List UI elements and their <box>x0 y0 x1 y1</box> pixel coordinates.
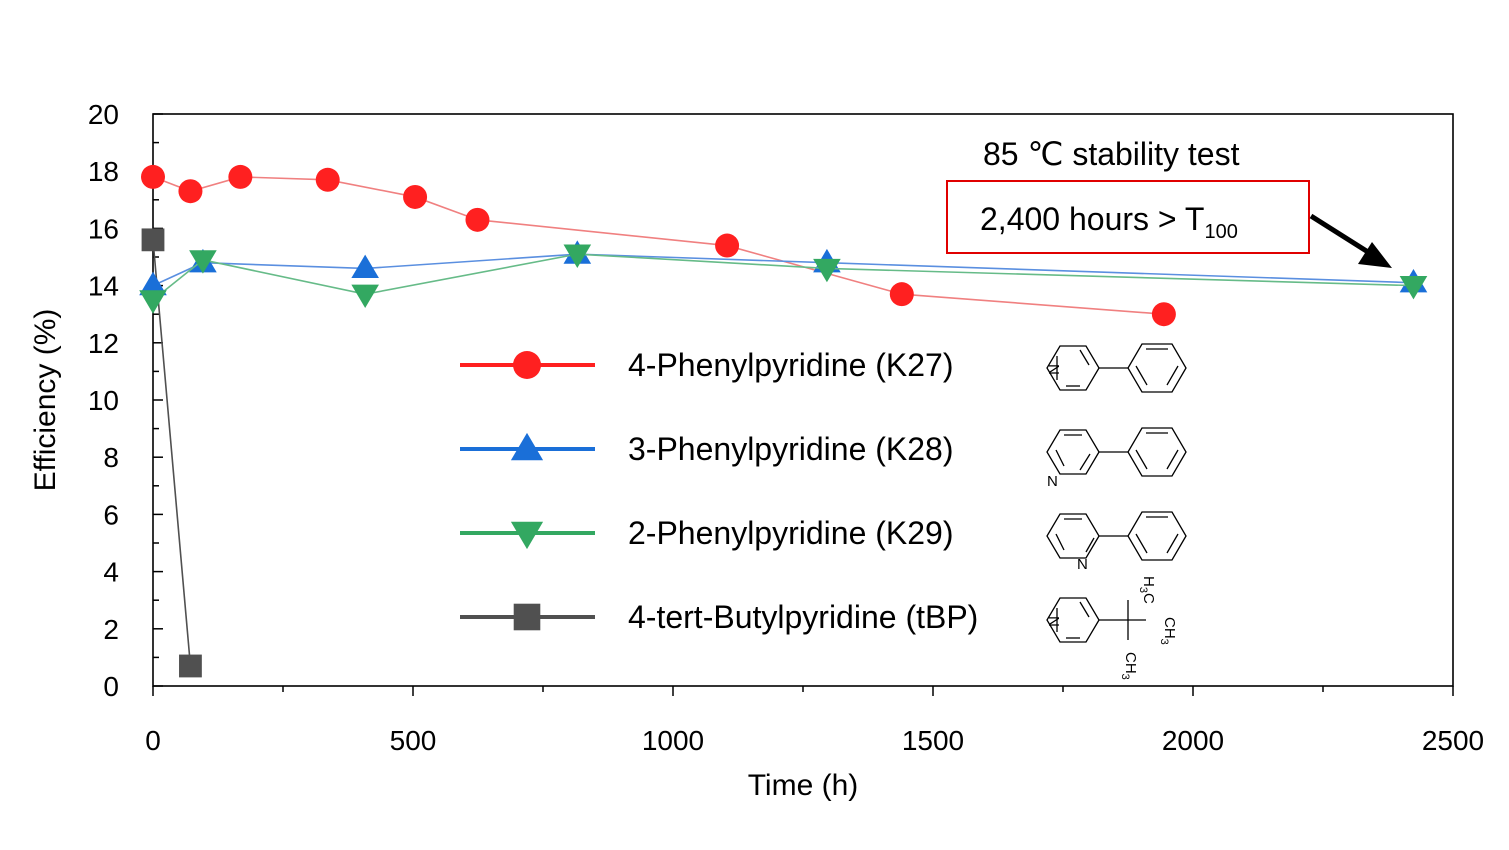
data-point <box>715 233 740 258</box>
data-point <box>1151 302 1176 327</box>
structure-3-phenylpyridine <box>1046 427 1187 477</box>
data-point <box>465 207 490 232</box>
series-4 <box>141 228 202 678</box>
legend-label: 4-tert-Butylpyridine (tBP) <box>628 599 978 635</box>
data-point <box>889 282 914 307</box>
x-tick-label: 1500 <box>902 725 964 756</box>
y-tick-label: 4 <box>103 557 119 588</box>
highlight-box-text: 2,400 hours > T100 <box>980 201 1238 243</box>
legend-label: 4-Phenylpyridine (K27) <box>628 347 954 383</box>
highlight-box-subscript: 100 <box>1204 221 1237 243</box>
highlight-box-main: 2,400 hours > T <box>980 201 1204 237</box>
series-1 <box>141 164 1176 327</box>
y-tick-label: 8 <box>103 442 119 473</box>
data-point <box>179 654 202 678</box>
structure-h3c-label: H3C <box>1137 576 1157 604</box>
data-point <box>563 244 592 268</box>
y-tick-label: 0 <box>103 671 119 702</box>
legend: 4-Phenylpyridine (K27) 3-Phenylpyridine (… <box>460 347 978 635</box>
legend-marker <box>510 432 544 461</box>
arrow-shaft <box>1309 213 1370 255</box>
data-point <box>139 271 167 296</box>
arrow-head <box>1358 242 1392 268</box>
axis-tick-labels: 0 2 4 6 8 10 12 14 16 18 20 0 500 1000 1500 2000 2500 <box>88 99 1484 756</box>
x-tick-label: 2500 <box>1422 725 1484 756</box>
data-point <box>351 254 379 279</box>
x-axis-title: Time (h) <box>748 769 859 802</box>
y-tick-label: 12 <box>88 328 119 359</box>
data-point <box>403 184 428 209</box>
legend-entry: 3-Phenylpyridine (K28) <box>460 431 954 467</box>
structure-h3c-h: H <box>1140 576 1157 587</box>
y-tick-label: 10 <box>88 385 119 416</box>
data-point <box>813 258 841 283</box>
y-tick-label: 20 <box>88 99 119 130</box>
series-3 <box>139 244 1428 314</box>
structure-ch3-bottom-label: CH3 <box>1119 652 1139 680</box>
y-axis-title: Efficiency (%) <box>29 309 62 492</box>
data-point <box>228 164 253 189</box>
structure-h3c-c: C <box>1140 593 1157 604</box>
structure-ch3-right-sub: 3 <box>1158 639 1170 645</box>
x-tick-label: 0 <box>145 725 161 756</box>
y-tick-label: 6 <box>103 499 119 530</box>
data-point <box>315 167 340 192</box>
stability-header: 85 ℃ stability test <box>983 136 1240 172</box>
structure-2-phenylpyridine-n: N <box>1077 556 1088 573</box>
series-layer <box>139 164 1428 678</box>
structure-ch3-right-label: CH3 <box>1158 617 1178 645</box>
y-tick-label: 18 <box>88 156 119 187</box>
y-tick-label: 14 <box>88 271 119 302</box>
series-line <box>152 253 1414 287</box>
y-tick-label: 2 <box>103 614 119 645</box>
data-point <box>141 164 165 189</box>
legend-marker <box>513 603 541 631</box>
legend-entry: 4-tert-Butylpyridine (tBP) <box>460 599 978 635</box>
series-line <box>152 239 192 667</box>
structure-ch3-bottom-sub: 3 <box>1119 674 1131 680</box>
legend-label: 3-Phenylpyridine (K28) <box>628 431 954 467</box>
x-tick-label: 1000 <box>642 725 704 756</box>
axis-ticks <box>152 113 1454 696</box>
structure-ch3-bottom-ch: CH <box>1122 652 1139 674</box>
data-point <box>139 290 167 314</box>
series-line <box>152 253 1414 301</box>
structure-h3c-sub: 3 <box>1137 587 1149 593</box>
legend-marker <box>510 521 544 550</box>
structure-2-phenylpyridine <box>1046 511 1187 561</box>
structure-4-phenylpyridine-n: N <box>1045 364 1062 375</box>
data-point <box>351 284 379 308</box>
structure-4-phenylpyridine <box>1046 343 1187 393</box>
x-tick-label: 2000 <box>1162 725 1224 756</box>
legend-entry: 4-Phenylpyridine (K27) <box>460 347 954 383</box>
legend-label: 2-Phenylpyridine (K29) <box>628 515 954 551</box>
structure-3-phenylpyridine-n: N <box>1047 473 1058 490</box>
y-tick-label: 16 <box>88 213 119 244</box>
legend-marker <box>513 351 541 379</box>
data-point <box>1399 276 1428 300</box>
data-point <box>178 179 203 204</box>
series-line <box>152 176 1164 315</box>
data-point <box>189 250 217 274</box>
data-point <box>141 228 165 252</box>
structure-tert-butylpyridine <box>1046 597 1146 643</box>
legend-entry: 2-Phenylpyridine (K29) <box>460 515 954 551</box>
highlight-box <box>946 180 1310 254</box>
structure-tert-butylpyridine-n: N <box>1045 616 1062 627</box>
structure-ch3-right-ch: CH <box>1161 617 1178 639</box>
x-tick-label: 500 <box>390 725 437 756</box>
